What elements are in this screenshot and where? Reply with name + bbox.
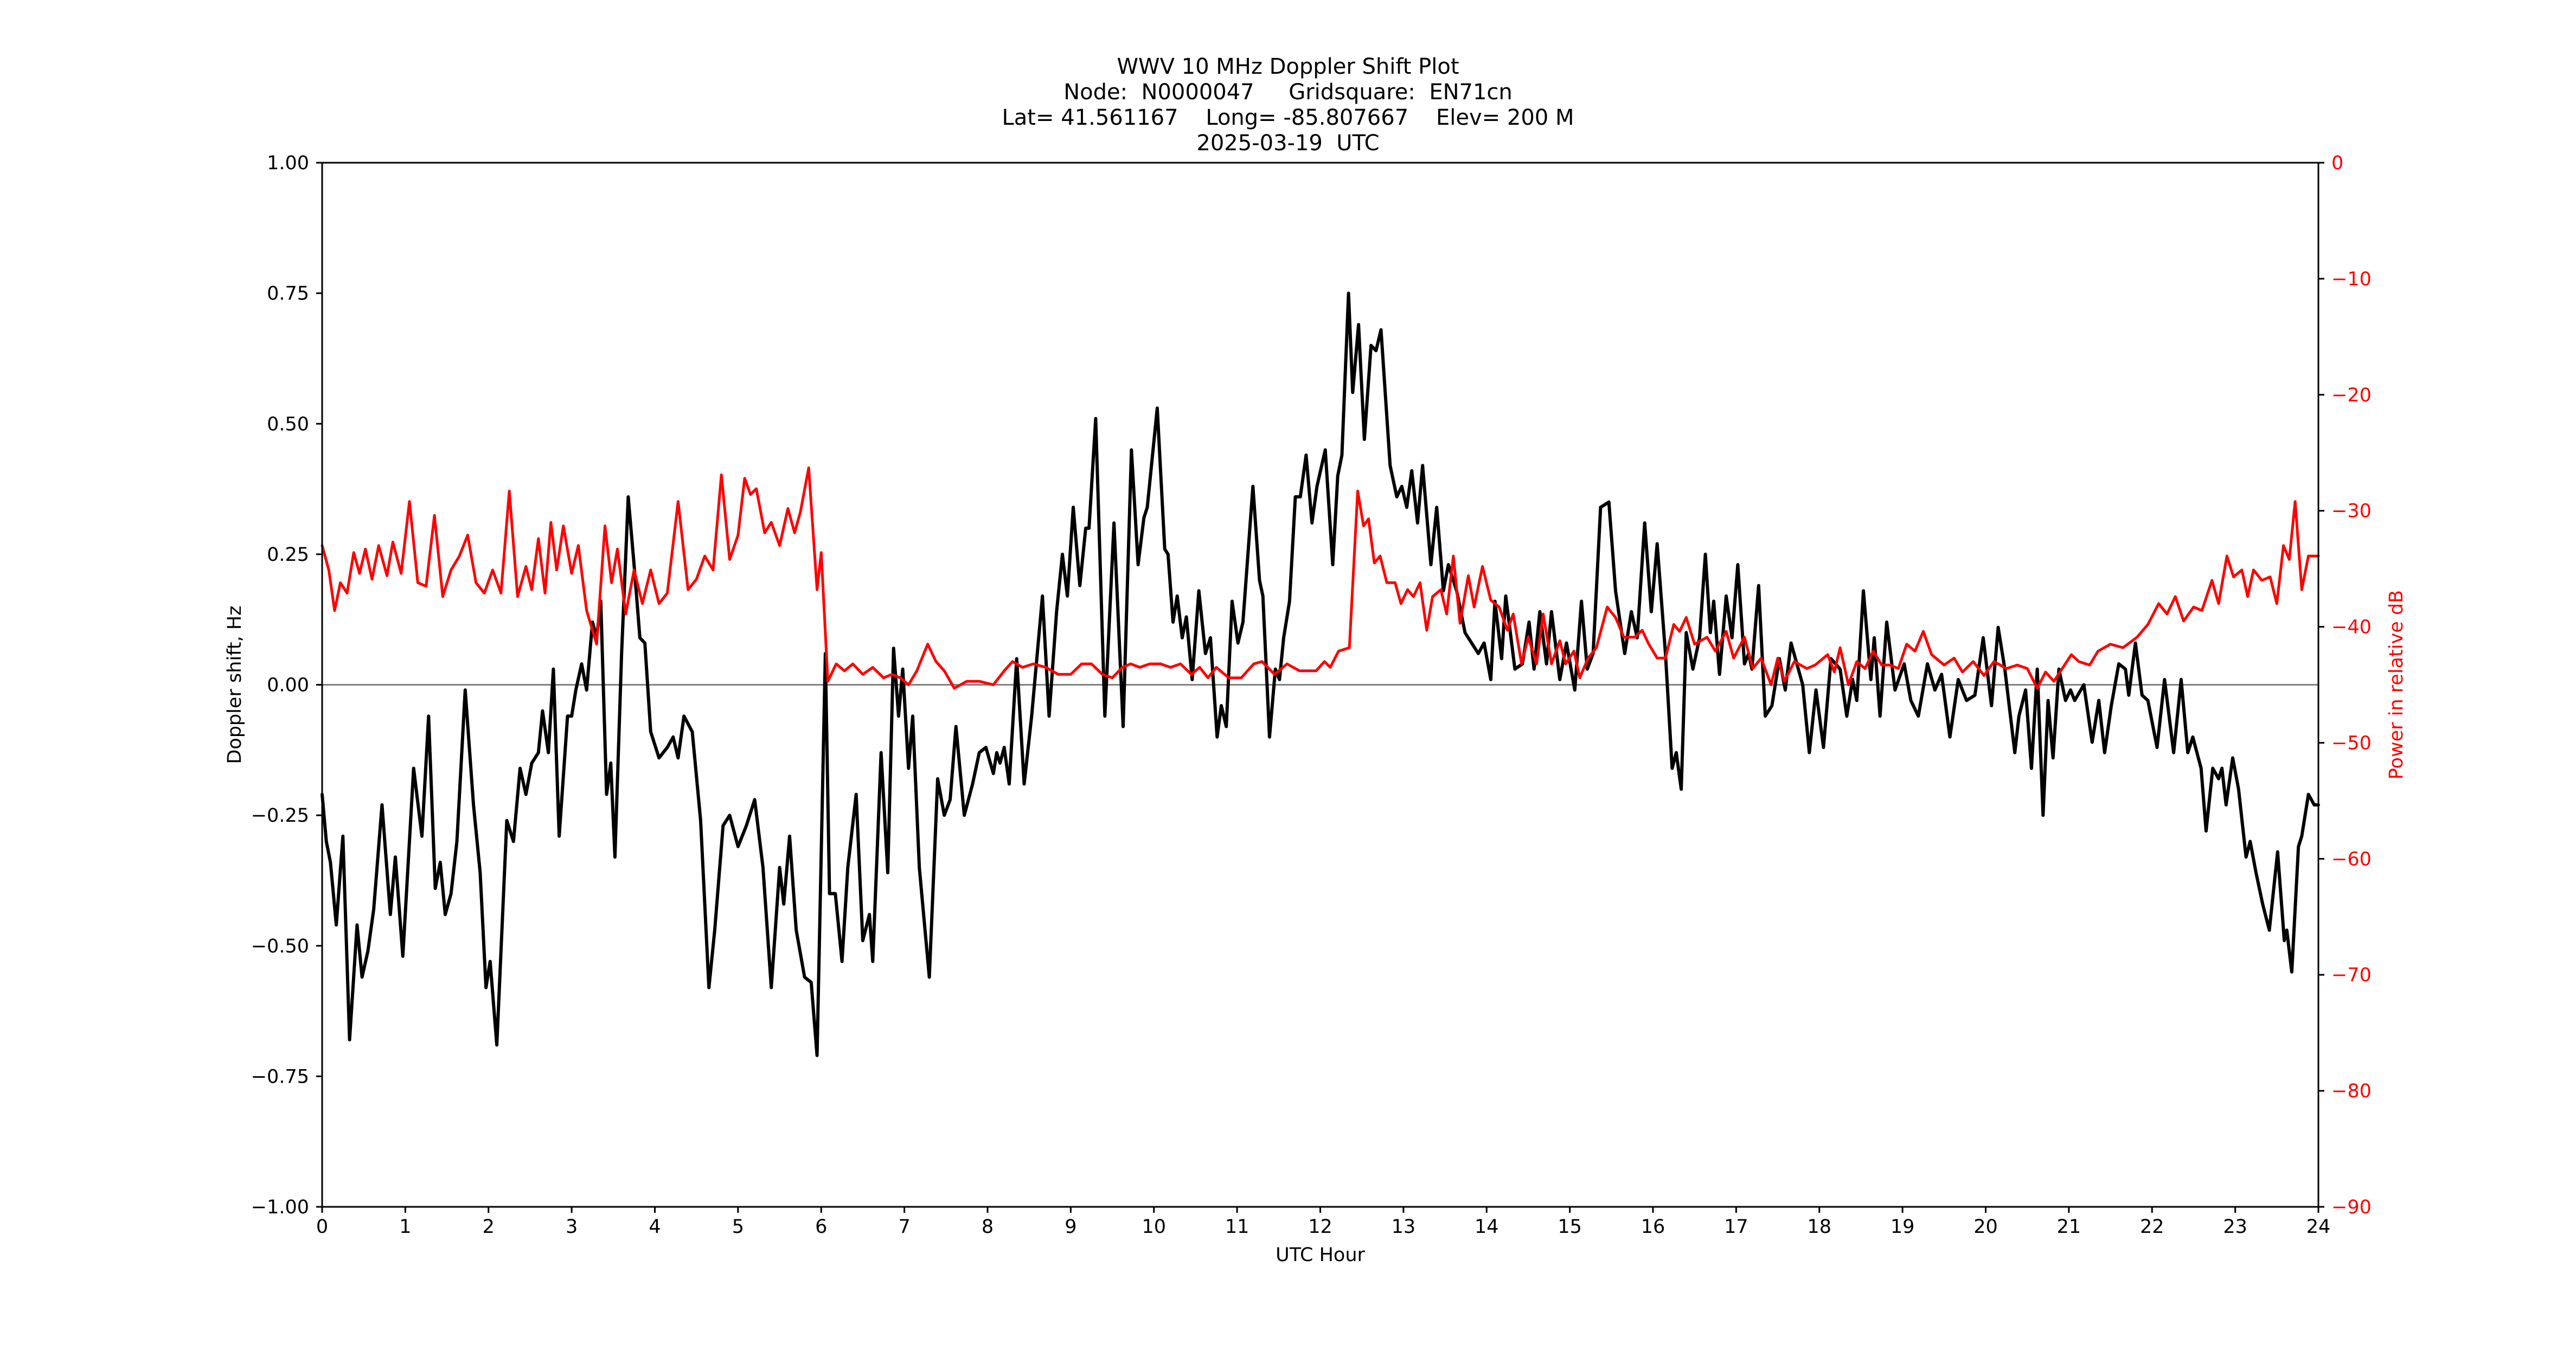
left-y-tick-label: −0.25 [251, 805, 309, 827]
plot-series [321, 291, 2320, 1057]
right-y-tick-label: −90 [2331, 1197, 2372, 1218]
doppler-trace [321, 291, 2320, 1057]
left-y-tick-label: 0.75 [267, 283, 309, 305]
x-tick-label: 5 [732, 1216, 744, 1238]
x-tick-label: 10 [1142, 1216, 1166, 1238]
x-axis-ticks: 0 1 2 3 4 5 6 7 8 9 10 11 12 13 14 15 16 17 18 19 20 21 22 23 24 [316, 1207, 2330, 1238]
x-tick-label: 11 [1225, 1216, 1249, 1238]
x-tick-label: 7 [898, 1216, 910, 1238]
title-line-node: Node: N0000047 Gridsquare: EN71cn [1063, 80, 1513, 105]
left-y-tick-label: 0.50 [267, 413, 309, 435]
left-y-tick-label: −0.50 [251, 936, 309, 957]
title-line-date: 2025-03-19 UTC [1196, 131, 1380, 156]
power-trace [321, 466, 2320, 690]
right-y-tick-label: −70 [2331, 964, 2372, 986]
x-tick-label: 3 [566, 1216, 578, 1238]
left-y-axis-ticks: 1.00 0.75 0.50 0.25 0.00 −0.25 −0.50 −0.75 −1.00 [251, 152, 322, 1218]
x-tick-label: 20 [1973, 1216, 1998, 1238]
right-y-tick-label: −50 [2331, 732, 2372, 754]
x-tick-label: 17 [1724, 1216, 1748, 1238]
x-tick-label: 21 [2057, 1216, 2081, 1238]
left-y-tick-label: 0.25 [267, 544, 309, 566]
right-y-tick-label: −10 [2331, 268, 2372, 290]
right-y-tick-label: −40 [2331, 617, 2372, 638]
x-axis-label: UTC Hour [1276, 1244, 1365, 1266]
right-y-tick-label: 0 [2331, 152, 2343, 174]
x-tick-label: 0 [316, 1216, 328, 1238]
left-y-tick-label: 1.00 [267, 152, 309, 174]
x-tick-label: 4 [649, 1216, 661, 1238]
x-tick-label: 19 [1891, 1216, 1915, 1238]
x-tick-label: 1 [399, 1216, 411, 1238]
right-y-tick-label: −60 [2331, 848, 2372, 870]
x-tick-label: 13 [1392, 1216, 1416, 1238]
left-y-tick-label: −1.00 [251, 1197, 309, 1218]
x-tick-label: 2 [483, 1216, 495, 1238]
title-line-location: Lat= 41.561167 Long= -85.807667 Elev= 20… [1002, 105, 1574, 130]
x-tick-label: 8 [982, 1216, 994, 1238]
chart-title: WWV 10 MHz Doppler Shift Plot Node: N000… [0, 54, 2576, 156]
x-tick-label: 22 [2140, 1216, 2164, 1238]
x-tick-label: 9 [1065, 1216, 1076, 1238]
x-tick-label: 12 [1308, 1216, 1332, 1238]
x-tick-label: 15 [1558, 1216, 1582, 1238]
x-tick-label: 24 [2306, 1216, 2331, 1238]
right-y-axis-label: Power in relative dB [2386, 590, 2407, 779]
x-tick-label: 16 [1641, 1216, 1665, 1238]
x-tick-label: 18 [1807, 1216, 1831, 1238]
right-y-tick-label: −80 [2331, 1080, 2372, 1102]
x-tick-label: 6 [815, 1216, 827, 1238]
x-tick-label: 23 [2223, 1216, 2247, 1238]
left-y-tick-label: 0.00 [267, 675, 309, 696]
left-y-tick-label: −0.75 [251, 1066, 309, 1088]
right-y-tick-label: −30 [2331, 501, 2372, 522]
right-y-tick-label: −20 [2331, 385, 2372, 406]
left-y-axis-label: Doppler shift, Hz [224, 605, 246, 764]
right-y-axis-ticks: 0 −10 −20 −30 −40 −50 −60 −70 −80 −90 [2318, 152, 2372, 1218]
x-tick-label: 14 [1475, 1216, 1499, 1238]
title-line-main: WWV 10 MHz Doppler Shift Plot [1117, 54, 1459, 79]
